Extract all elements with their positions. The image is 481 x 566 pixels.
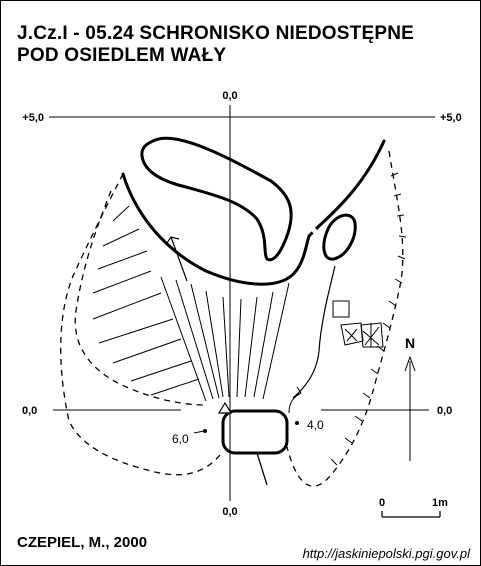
- coordinate-grid: [49, 105, 435, 501]
- depth-leader-left: [193, 430, 205, 434]
- boulder-1: [332, 300, 350, 318]
- boulder-3: [360, 322, 384, 348]
- survey-station-triangle: [217, 401, 233, 414]
- scale-bar: [381, 511, 441, 518]
- north-arrow: N: [404, 335, 416, 461]
- wall-arrow: [288, 386, 302, 414]
- grid-label-top-center: 0,0: [222, 90, 237, 102]
- left-inner-dashed-line: [74, 190, 207, 406]
- grid-label-bottom-center: 0,0: [222, 506, 237, 518]
- author-credit: CZEPIEL, M., 2000: [17, 534, 148, 551]
- slope-direction-arrow: [166, 236, 188, 282]
- grid-label-middle-left: 0,0: [22, 405, 37, 417]
- right-slope-ticks: [330, 172, 407, 466]
- right-inner-edge: [292, 265, 336, 399]
- left-slope-hatching: [92, 205, 200, 396]
- grid-label-middle-right: 0,0: [437, 405, 452, 417]
- right-rock-edge: [317, 139, 386, 228]
- grid-label-top-right: +5,0: [440, 112, 462, 124]
- page-title: J.Cz.I - 05.24 SCHRONISKO NIEDOSTĘPNE: [17, 23, 414, 44]
- rock-mass-outline: [140, 136, 293, 262]
- page-subtitle: POD OSIEDLEM WAŁY: [17, 45, 227, 66]
- depth-label-right: 4,0: [307, 418, 324, 432]
- side-chamber-outline: [322, 213, 357, 261]
- depth-label-left: 6,0: [172, 432, 189, 446]
- source-url: http://jaskiniepolski.pgi.gov.pl: [302, 546, 470, 561]
- boulder-2: [340, 322, 364, 346]
- boulders: [332, 300, 384, 348]
- depth-point-right: [295, 421, 299, 425]
- entrance-chamber-outline: [221, 409, 289, 455]
- boulder-2-cross: [344, 328, 358, 342]
- rock-wall-outline: [121, 172, 311, 286]
- drip-line: [256, 452, 268, 486]
- boulder-3-hatch: [362, 323, 380, 347]
- left-outer-dashed-boundary: [60, 173, 224, 476]
- north-arrow-head: [404, 355, 416, 372]
- scale-label-start: 0: [379, 497, 385, 509]
- depth-point-left: [203, 429, 207, 433]
- wall-dashed-segment: [307, 224, 321, 238]
- scale-label-end: 1m: [432, 497, 448, 509]
- grid-label-top-left: +5,0: [22, 112, 44, 124]
- north-label: N: [405, 335, 415, 351]
- right-dashed-boundary: [286, 150, 404, 487]
- floor-slope-lines: [160, 276, 290, 402]
